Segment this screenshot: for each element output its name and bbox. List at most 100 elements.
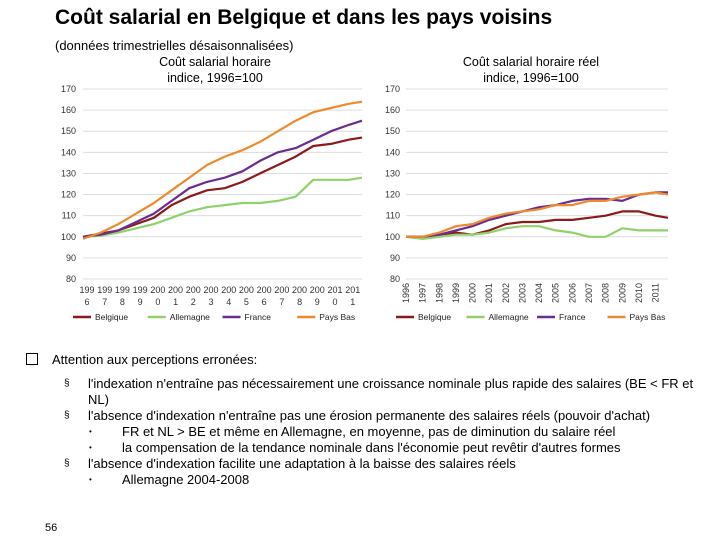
chart-title-line: Coût salarial horaire (159, 55, 271, 69)
y-tick-label: 150 (61, 126, 76, 136)
x-tick-label: 2009 (617, 283, 627, 303)
series-line-allemagne (405, 225, 668, 240)
y-tick-label: 170 (61, 84, 76, 94)
y-tick-label: 110 (386, 211, 400, 221)
bullet-text: Allemagne 2004-2008 (122, 472, 250, 487)
series-line-france (82, 119, 363, 238)
bullet-marker-icon (26, 353, 38, 365)
x-tick-label: 2011 (651, 283, 661, 302)
x-tick-label: 1998 (434, 283, 444, 303)
x-tick-label: 199 (115, 285, 130, 295)
bullet-level-2: • la compensation de la tendance nominale… (26, 440, 716, 456)
x-tick-label: 8 (297, 297, 302, 307)
bullet-marker-icon: § (64, 458, 70, 469)
y-tick-label: 150 (385, 126, 400, 136)
y-tick-label: 160 (385, 105, 400, 115)
x-tick-label: 200 (274, 285, 289, 295)
x-tick-label: 1999 (451, 283, 461, 303)
legend-label: Allemagne (489, 312, 529, 322)
y-tick-label: 120 (385, 190, 400, 200)
bullet-marker-icon: • (89, 427, 92, 436)
x-tick-label: 2001 (484, 283, 494, 303)
bullet-text: Attention aux perceptions erronées: (52, 352, 258, 367)
x-tick-label: 2003 (517, 283, 527, 303)
x-tick-label: 7 (102, 297, 107, 307)
bullet-marker-icon: § (64, 378, 70, 389)
x-tick-label: 6 (84, 297, 89, 307)
x-tick-label: 2008 (601, 283, 611, 303)
bullet-marker-icon: • (89, 475, 92, 484)
y-tick-label: 120 (61, 190, 76, 200)
legend-label: Pays Bas (630, 312, 666, 322)
legend-label: Pays Bas (319, 312, 355, 322)
bullet-level-1: § l'absence d'indexation facilite une ada… (26, 456, 716, 472)
y-tick-label: 170 (385, 84, 400, 94)
y-tick-label: 160 (61, 105, 76, 115)
bullet-level-1: § l'absence d'indexation n'entraîne pas u… (26, 408, 716, 424)
bullet-level-1: § l'indexation n'entraîne pas nécessairem… (26, 376, 716, 408)
series-line-belgique (82, 136, 363, 238)
x-tick-label: 1996 (401, 283, 411, 303)
y-tick-label: 80 (390, 274, 400, 284)
x-tick-label: 200 (310, 285, 325, 295)
x-tick-label: 8 (120, 297, 125, 307)
y-tick-label: 130 (385, 168, 400, 178)
series-line-belgique (406, 210, 669, 238)
x-tick-label: 201 (345, 285, 360, 295)
legend-label: Belgique (418, 312, 451, 322)
x-tick-label: 5 (244, 297, 249, 307)
series-line-france (406, 191, 668, 238)
x-tick-label: 0 (332, 297, 337, 307)
y-tick-label: 90 (66, 253, 76, 263)
x-tick-label: 9 (138, 297, 143, 307)
x-tick-label: 200 (168, 285, 183, 295)
y-tick-label: 90 (390, 253, 400, 263)
y-tick-label: 100 (385, 232, 400, 242)
x-tick-label: 2002 (501, 283, 511, 303)
x-tick-label: 200 (257, 285, 272, 295)
bullet-level-2: • FR et NL > BE et même en Allemagne, en … (26, 424, 716, 440)
x-tick-label: 200 (150, 285, 165, 295)
bullet-text: FR et NL > BE et même en Allemagne, en m… (122, 424, 616, 439)
x-tick-label: 200 (221, 285, 236, 295)
series-line-pays-bas (82, 100, 363, 240)
x-tick-label: 2010 (634, 283, 644, 303)
x-tick-label: 200 (203, 285, 218, 295)
bullet-marker-icon: § (64, 410, 70, 421)
legend-label: Allemagne (170, 312, 210, 322)
bullet-level-0: Attention aux perceptions erronées: (26, 352, 716, 368)
chart-title-line: indice, 1996=100 (167, 71, 263, 85)
chart-title-line: Coût salarial horaire réel (463, 55, 599, 69)
legend-label: France (559, 312, 586, 322)
series-line-pays-bas (406, 191, 669, 238)
x-tick-label: 2000 (468, 283, 478, 303)
x-tick-label: 2006 (567, 283, 577, 303)
x-tick-label: 2004 (534, 283, 544, 303)
slide-title: Coût salarial en Belgique et dans les pa… (55, 6, 553, 29)
bullet-text: l'absence d'indexation facilite une adap… (88, 456, 516, 471)
series-line-allemagne (82, 176, 363, 238)
x-tick-label: 200 (186, 285, 201, 295)
bullet-text: l'indexation n'entraîne pas nécessaireme… (88, 376, 694, 407)
legend-label: France (245, 312, 272, 322)
x-tick-label: 6 (262, 297, 267, 307)
x-tick-label: 199 (97, 285, 112, 295)
x-tick-label: 4 (226, 297, 231, 307)
x-tick-label: 9 (315, 297, 320, 307)
x-tick-label: 0 (155, 297, 160, 307)
bullet-text: l'absence d'indexation n'entraîne pas un… (88, 408, 651, 423)
x-tick-label: 199 (79, 285, 94, 295)
y-tick-label: 110 (62, 211, 76, 221)
legend-label: Belgique (95, 312, 128, 322)
x-tick-label: 200 (292, 285, 307, 295)
x-tick-label: 199 (133, 285, 148, 295)
x-tick-label: 200 (239, 285, 254, 295)
x-tick-label: 7 (279, 297, 284, 307)
y-tick-label: 100 (61, 232, 76, 242)
y-tick-label: 140 (61, 147, 76, 157)
x-tick-label: 2 (191, 297, 196, 307)
bullet-marker-icon: • (89, 443, 92, 452)
x-tick-label: 2007 (584, 283, 594, 303)
x-tick-label: 1 (173, 297, 178, 307)
